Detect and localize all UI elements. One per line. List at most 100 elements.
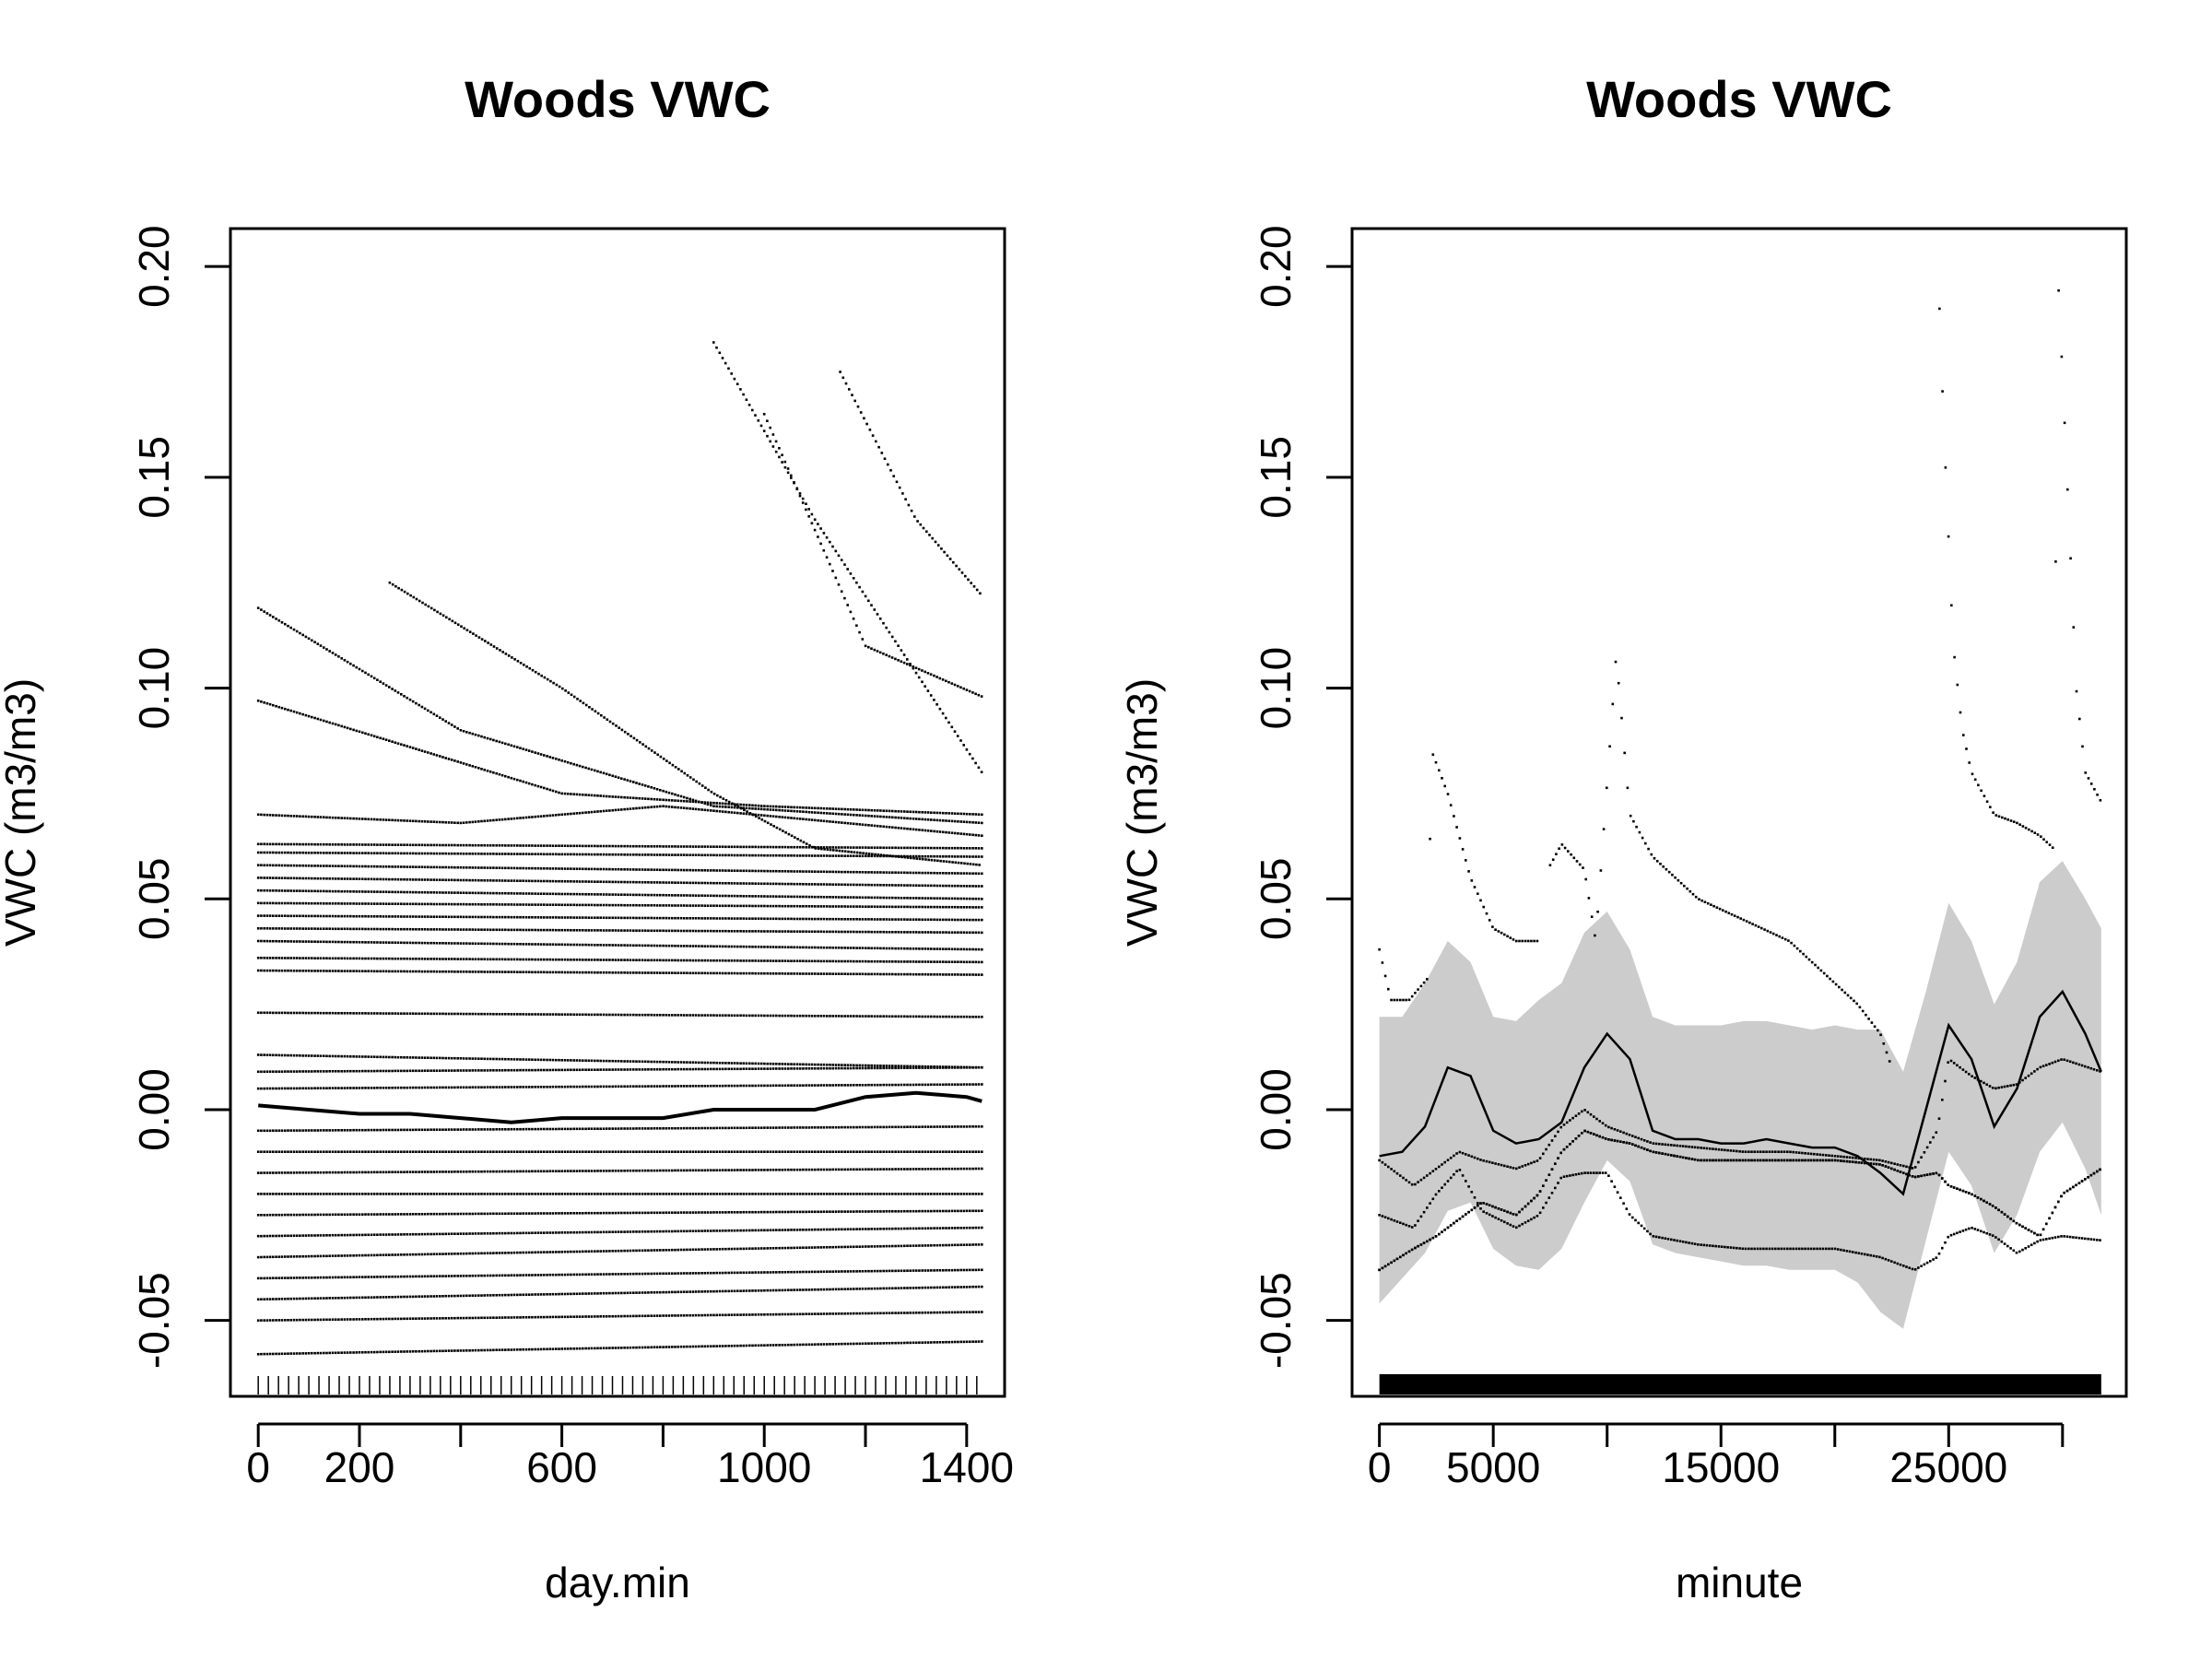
data-point xyxy=(396,915,400,918)
data-point xyxy=(256,1150,260,1153)
data-point xyxy=(299,1171,301,1174)
data-point xyxy=(372,1233,376,1236)
data-point xyxy=(653,944,656,947)
data-point xyxy=(686,1230,688,1233)
data-point xyxy=(969,1268,971,1272)
data-point xyxy=(256,1011,260,1015)
data-point xyxy=(766,946,769,948)
data-point xyxy=(903,972,906,976)
data-point xyxy=(334,1150,337,1153)
data-point xyxy=(971,918,974,922)
data-point xyxy=(659,1127,662,1130)
data-point xyxy=(858,959,862,963)
data-point xyxy=(679,1248,683,1252)
data-point xyxy=(295,1277,299,1279)
data-point xyxy=(632,1249,635,1253)
data-point xyxy=(447,1086,451,1089)
data-point xyxy=(384,1317,388,1321)
data-point xyxy=(555,1013,558,1016)
data-point xyxy=(325,970,328,972)
data-point xyxy=(394,1128,397,1132)
data-point xyxy=(763,1150,766,1153)
data-point xyxy=(924,1286,927,1289)
data-point xyxy=(766,1229,769,1232)
data-point xyxy=(974,1243,978,1246)
data-point xyxy=(367,1055,370,1058)
data-point xyxy=(763,1169,766,1171)
data-point xyxy=(590,1273,594,1276)
data-point xyxy=(817,1343,819,1346)
data-point xyxy=(411,1317,415,1320)
data-point xyxy=(942,1015,945,1018)
data-point xyxy=(504,1057,507,1061)
data-point xyxy=(635,1211,638,1215)
data-point xyxy=(376,1296,379,1299)
data-point xyxy=(909,1269,912,1272)
data-point xyxy=(742,1271,746,1275)
data-point xyxy=(355,1233,359,1237)
data-point xyxy=(653,916,656,920)
data-point xyxy=(620,1085,623,1088)
data-point xyxy=(406,1350,408,1353)
data-point xyxy=(957,1125,959,1128)
data-point xyxy=(295,1011,299,1015)
data-point xyxy=(718,929,722,933)
data-point xyxy=(277,1011,281,1015)
data-point xyxy=(471,1069,475,1072)
data-point xyxy=(439,1171,441,1173)
data-point xyxy=(468,1057,471,1060)
data-point xyxy=(953,1243,957,1247)
data-point xyxy=(435,1317,439,1320)
data-point xyxy=(712,1084,715,1088)
data-point xyxy=(370,1150,373,1153)
data-point xyxy=(519,1348,522,1351)
data-point xyxy=(441,942,444,945)
data-point xyxy=(614,1314,618,1318)
data-point xyxy=(873,1168,877,1171)
data-point xyxy=(718,1248,722,1251)
data-point xyxy=(679,1193,683,1195)
data-point xyxy=(950,1243,954,1247)
data-point xyxy=(376,1087,379,1089)
data-point xyxy=(730,917,734,920)
data-point xyxy=(301,1011,304,1015)
data-point xyxy=(623,1150,626,1153)
data-point xyxy=(629,1272,632,1276)
data-point xyxy=(415,1213,418,1216)
data-point xyxy=(325,1070,328,1073)
data-point xyxy=(594,929,596,932)
data-point xyxy=(563,958,567,961)
data-point xyxy=(718,945,722,948)
data-point xyxy=(594,1013,596,1017)
data-point xyxy=(334,1213,337,1217)
data-point xyxy=(551,1150,555,1153)
data-point xyxy=(694,1272,698,1275)
data-point xyxy=(524,1274,528,1277)
data-point xyxy=(969,1193,971,1195)
data-point xyxy=(498,928,501,932)
data-point xyxy=(751,1193,754,1195)
data-point xyxy=(364,902,367,905)
data-point xyxy=(653,971,656,974)
data-point xyxy=(602,1068,606,1071)
data-point xyxy=(471,1252,475,1255)
data-point xyxy=(611,1273,614,1276)
data-point xyxy=(879,1168,882,1171)
data-point xyxy=(865,1125,867,1129)
data-point xyxy=(376,1012,379,1015)
data-point xyxy=(406,1193,408,1195)
data-point xyxy=(539,1315,543,1319)
data-point xyxy=(563,1292,567,1296)
data-point xyxy=(313,1193,316,1195)
data-point xyxy=(495,1150,498,1153)
data-point xyxy=(698,1290,700,1293)
data-point xyxy=(370,957,373,960)
data-point xyxy=(876,918,879,921)
data-point xyxy=(287,1319,289,1322)
data-point xyxy=(739,1150,742,1153)
data-point xyxy=(757,1193,760,1195)
data-point xyxy=(703,1290,707,1293)
data-point xyxy=(727,1345,730,1347)
data-point xyxy=(790,1288,793,1291)
data-point xyxy=(914,1269,918,1272)
